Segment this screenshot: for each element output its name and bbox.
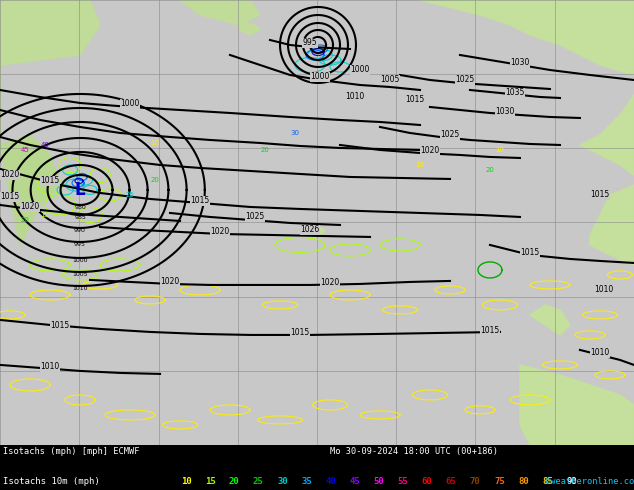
Text: 1015: 1015 (521, 248, 540, 257)
Text: 1030: 1030 (510, 58, 529, 68)
Text: 65: 65 (446, 477, 456, 487)
Text: 10: 10 (181, 477, 191, 487)
Text: 1015: 1015 (41, 176, 60, 186)
Text: 1025: 1025 (441, 130, 460, 140)
Text: 35: 35 (301, 477, 312, 487)
Text: 1000: 1000 (120, 99, 139, 108)
Text: 1015: 1015 (405, 96, 425, 104)
Text: L: L (75, 181, 86, 199)
Text: 45: 45 (349, 477, 360, 487)
Text: 30: 30 (277, 477, 288, 487)
Text: 990: 990 (74, 228, 86, 233)
Text: 1015: 1015 (290, 328, 309, 338)
Text: 15: 15 (41, 212, 49, 218)
Text: 75: 75 (494, 477, 505, 487)
Text: 25: 25 (126, 192, 134, 198)
Text: 1035: 1035 (505, 89, 525, 98)
Polygon shape (0, 0, 100, 65)
Text: 1010: 1010 (590, 348, 609, 357)
Text: 1000: 1000 (72, 258, 87, 263)
Polygon shape (0, 0, 60, 245)
Text: 20: 20 (486, 167, 495, 173)
Text: 980: 980 (74, 205, 86, 210)
Text: 1015: 1015 (1, 193, 20, 201)
Text: 40: 40 (325, 477, 336, 487)
Text: 80: 80 (518, 477, 529, 487)
Text: 995: 995 (302, 39, 317, 48)
Text: 1015: 1015 (481, 326, 500, 336)
Text: Isotachs (mph) [mph] ECMWF: Isotachs (mph) [mph] ECMWF (3, 447, 139, 456)
Text: 1005: 1005 (380, 75, 399, 84)
Text: 30: 30 (290, 130, 299, 136)
Text: 1010: 1010 (346, 93, 365, 101)
Polygon shape (540, 0, 634, 45)
Text: 15: 15 (205, 477, 216, 487)
Text: 10: 10 (415, 162, 425, 168)
Text: 1020: 1020 (160, 277, 179, 287)
Text: 10: 10 (150, 140, 160, 146)
Polygon shape (238, 23, 260, 35)
Text: 1010: 1010 (41, 363, 60, 371)
Text: 1026: 1026 (301, 225, 320, 234)
Text: Isotachs 10m (mph): Isotachs 10m (mph) (3, 477, 100, 487)
Text: 10: 10 (495, 147, 505, 153)
Text: 1030: 1030 (495, 107, 515, 117)
Text: 20: 20 (261, 147, 269, 153)
Text: 1015: 1015 (590, 191, 609, 199)
Text: 1025: 1025 (455, 75, 475, 84)
Polygon shape (590, 185, 634, 265)
Text: 1015: 1015 (190, 196, 210, 205)
Text: 1020: 1020 (420, 147, 439, 155)
Text: 1010: 1010 (72, 286, 87, 291)
Text: 90: 90 (566, 477, 577, 487)
Text: 1015: 1015 (51, 321, 70, 330)
Text: 1005: 1005 (72, 272, 87, 277)
Text: Mo 30-09-2024 18:00 UTC (00+186): Mo 30-09-2024 18:00 UTC (00+186) (330, 447, 498, 456)
Text: 1020: 1020 (210, 227, 230, 237)
Text: 45: 45 (21, 147, 29, 153)
Polygon shape (530, 305, 570, 335)
Text: 1020: 1020 (20, 202, 40, 212)
Text: 20: 20 (151, 177, 160, 183)
Text: 85: 85 (542, 477, 553, 487)
Polygon shape (420, 0, 634, 75)
Text: 50: 50 (373, 477, 384, 487)
Text: 70: 70 (470, 477, 481, 487)
Text: 20: 20 (229, 477, 240, 487)
Text: 1010: 1010 (594, 286, 614, 294)
Text: 40: 40 (41, 142, 49, 148)
Text: 60: 60 (422, 477, 432, 487)
Text: 1000: 1000 (351, 66, 370, 74)
Text: 1020: 1020 (1, 171, 20, 179)
Text: 20: 20 (21, 217, 30, 223)
Text: 1000: 1000 (310, 73, 330, 81)
Text: 25: 25 (253, 477, 264, 487)
Text: ©weatheronline.co.uk: ©weatheronline.co.uk (545, 477, 634, 487)
Polygon shape (180, 0, 260, 25)
Polygon shape (310, 225, 325, 237)
Text: 1020: 1020 (320, 278, 340, 288)
Text: 985: 985 (74, 215, 86, 220)
Text: 1025: 1025 (245, 213, 264, 221)
Text: 55: 55 (398, 477, 408, 487)
Polygon shape (580, 95, 634, 175)
Text: 995: 995 (74, 242, 86, 247)
Polygon shape (520, 365, 634, 445)
